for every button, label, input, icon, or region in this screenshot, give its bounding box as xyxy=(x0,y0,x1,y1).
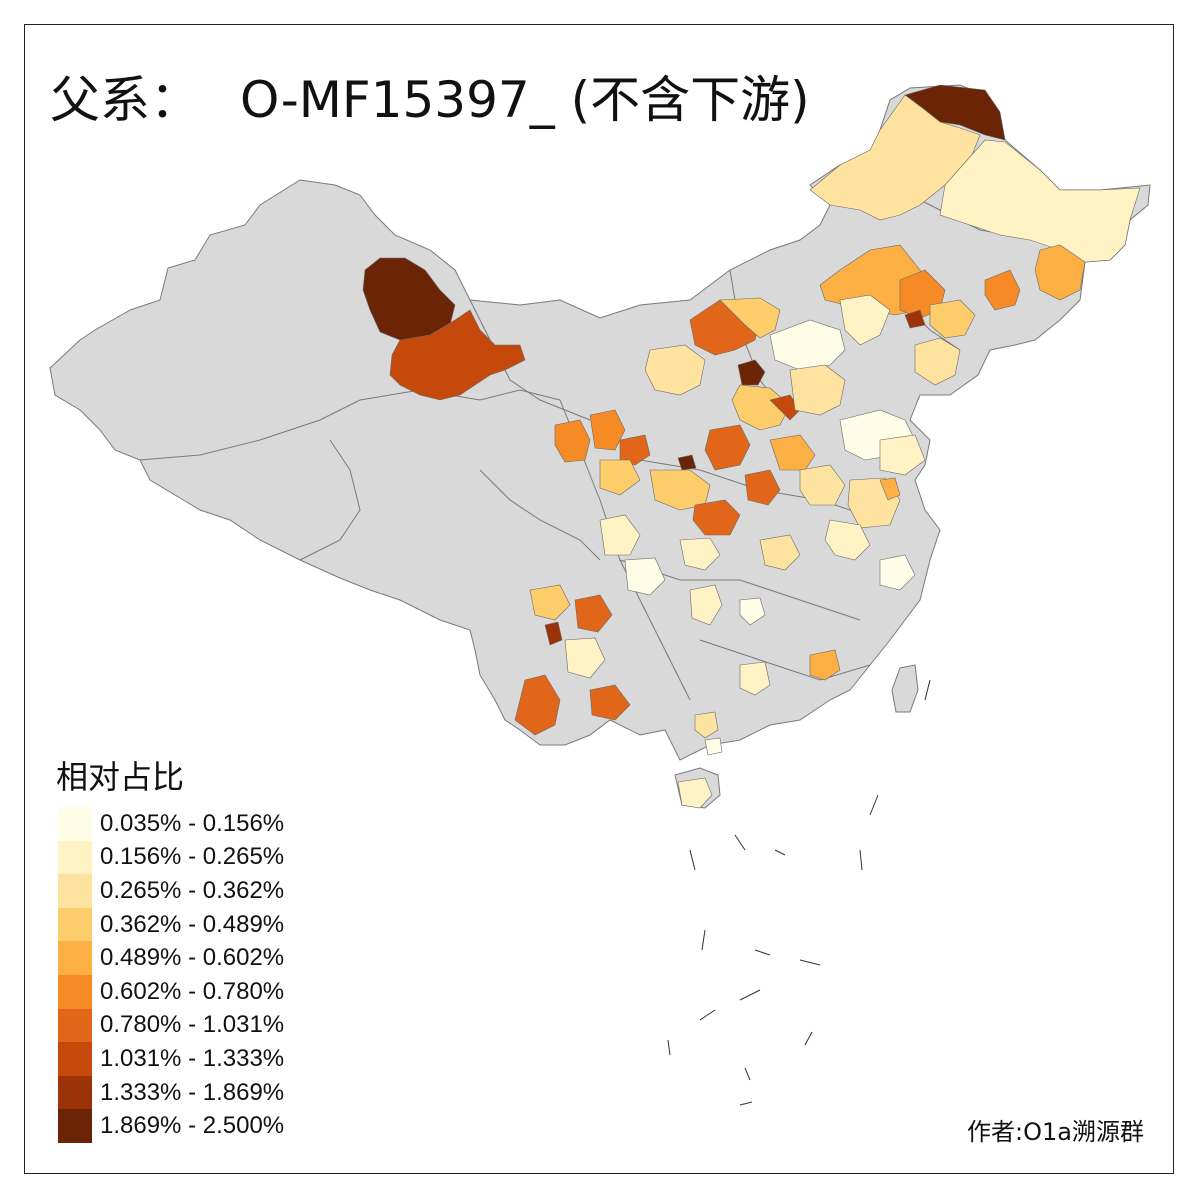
south-sea-islands xyxy=(667,679,931,1106)
legend-swatch xyxy=(58,907,92,942)
region-liaoning-a xyxy=(929,299,976,339)
legend-item: 0.602% - 0.780% xyxy=(58,974,285,1009)
region-dark-shanxi xyxy=(737,359,766,386)
legend-swatch xyxy=(58,941,92,975)
legend-label: 0.362% - 0.489% xyxy=(100,910,285,938)
region-hubei-b xyxy=(679,537,721,571)
legend-swatch xyxy=(58,807,92,841)
legend-item: 1.031% - 1.333% xyxy=(58,1042,284,1076)
region-neimeng-mid2 xyxy=(719,297,781,339)
legend-swatch xyxy=(58,874,92,908)
legend-swatch xyxy=(58,840,92,875)
legend-label: 0.602% - 0.780% xyxy=(100,977,285,1005)
region-jiangsu-b xyxy=(879,477,901,501)
legend-item: 0.489% - 0.602% xyxy=(58,941,284,975)
legend-swatch xyxy=(58,1109,92,1143)
legend-title: 相对占比 xyxy=(56,758,185,796)
region-sichuan-c xyxy=(529,584,571,621)
region-shaanxi-c xyxy=(692,499,741,536)
region-guizhou xyxy=(689,584,723,626)
region-fills xyxy=(362,84,1141,809)
legend-label: 0.156% - 0.265% xyxy=(100,843,285,871)
legend-item: 0.265% - 0.362% xyxy=(58,874,284,908)
region-heilongjiang-w xyxy=(809,94,981,221)
legend-item: 0.780% - 1.031% xyxy=(58,1008,285,1043)
region-dark-shaanxi xyxy=(677,454,697,471)
region-small-dark-ne xyxy=(904,309,926,329)
region-hunan xyxy=(739,597,766,626)
legend-label: 0.489% - 0.602% xyxy=(100,944,285,972)
region-henan-c xyxy=(799,464,846,506)
legend-label: 1.031% - 1.333% xyxy=(100,1044,285,1072)
title-main: O-MF15397_ (不含下游) xyxy=(240,71,810,129)
legend-label: 1.869% - 2.500% xyxy=(100,1112,285,1140)
region-dark-yunnan-n xyxy=(544,621,563,646)
legend-item: 0.362% - 0.489% xyxy=(58,907,285,942)
legend-item: 1.869% - 2.500% xyxy=(58,1109,284,1143)
legend-swatch xyxy=(58,1075,92,1110)
region-jilin-a xyxy=(1034,244,1086,301)
legend-swatch xyxy=(58,1042,92,1076)
author-credit: 作者:O1a溯源群 xyxy=(967,1118,1144,1146)
region-yunnan-a xyxy=(564,637,606,679)
title-prefix: 父系： xyxy=(50,71,200,129)
region-guangdong xyxy=(694,711,719,739)
region-henan-b xyxy=(769,434,816,471)
legend-item: 0.035% - 0.156% xyxy=(58,807,284,841)
region-hubei-a xyxy=(759,534,801,571)
legend: 0.035% - 0.156% 0.156% - 0.265% 0.265% - 0… xyxy=(58,807,284,1143)
legend-swatch xyxy=(58,974,92,1009)
region-guangdong-w xyxy=(704,737,723,756)
region-guangxi xyxy=(739,661,771,696)
region-hebei-n2 xyxy=(839,294,891,346)
region-sichuan-a xyxy=(599,514,641,556)
legend-label: 0.265% - 0.362% xyxy=(100,876,285,904)
legend-label: 0.035% - 0.156% xyxy=(100,809,285,837)
region-hebei-n xyxy=(769,319,846,371)
region-zhejiang xyxy=(879,554,916,591)
region-gansu-d xyxy=(599,459,641,496)
region-gansu-c xyxy=(619,434,651,466)
region-jilin-b xyxy=(984,269,1021,311)
region-ordos xyxy=(644,344,706,396)
region-heilongjiang-e xyxy=(939,139,1141,263)
region-hainan xyxy=(677,777,713,809)
map-title: 父系： O-MF15397_ (不含下游) xyxy=(50,60,810,132)
region-anhui-a xyxy=(824,519,871,561)
legend-item: 0.156% - 0.265% xyxy=(58,840,285,875)
region-sichuan-b xyxy=(624,557,666,596)
legend-label: 0.780% - 1.031% xyxy=(100,1011,285,1039)
region-shanxi-a xyxy=(731,384,791,431)
region-fujian xyxy=(809,649,841,681)
region-yili xyxy=(389,309,526,401)
legend-swatch xyxy=(58,1008,92,1043)
region-yunnan-sw xyxy=(514,674,561,736)
region-gansu-a xyxy=(554,419,591,463)
region-yunnan-se xyxy=(589,684,631,721)
region-shaanxi-a xyxy=(704,424,751,471)
legend-item: 1.333% - 1.869% xyxy=(58,1075,285,1110)
legend-label: 1.333% - 1.869% xyxy=(100,1078,285,1106)
region-hebei-c xyxy=(789,364,846,416)
region-shandong-b xyxy=(879,434,926,476)
region-sichuan-d xyxy=(574,594,613,633)
region-liaoning-b xyxy=(914,337,961,386)
region-henan-a xyxy=(744,469,781,506)
